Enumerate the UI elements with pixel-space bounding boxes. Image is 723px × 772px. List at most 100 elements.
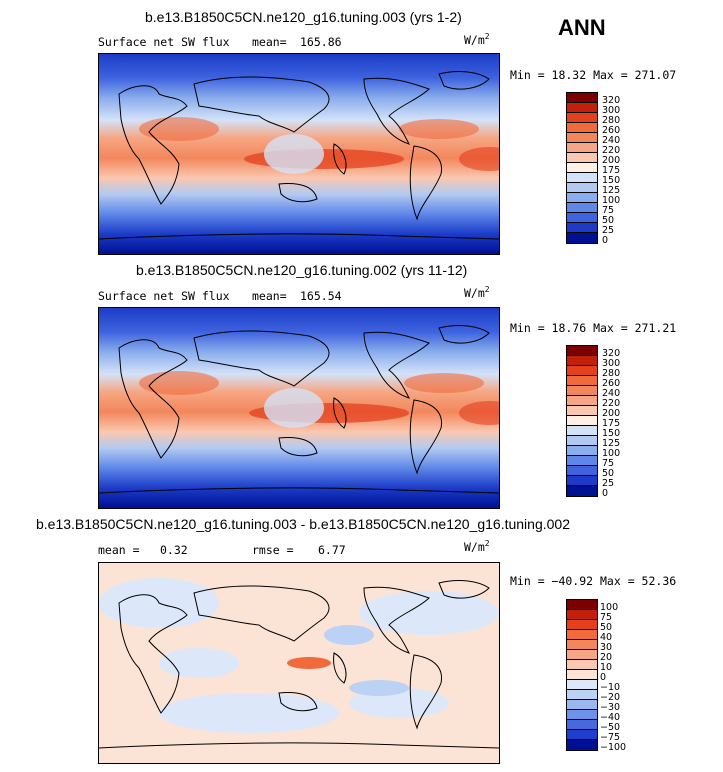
panel3-colorbar-swatch <box>567 600 597 610</box>
panel2-colorbar-swatch <box>567 416 597 426</box>
panel2-colorbar-label: 240 <box>602 388 621 399</box>
panel1-colorbar-label: 300 <box>602 105 621 116</box>
panel3-minmax: Min = −40.92 Max = 52.36 <box>510 574 677 588</box>
panel3-colorbar-swatch <box>567 730 597 740</box>
panel3-colorbar-label: −100 <box>600 742 627 753</box>
panel2-colorbar-swatch <box>567 456 597 466</box>
panel2-colorbar-label: 280 <box>602 368 621 379</box>
panel3-rmse-value: 6.77 <box>318 543 346 557</box>
panel2-colorbar-label: 50 <box>602 468 615 479</box>
panel3-colorbar-label: −20 <box>600 692 621 703</box>
panel1-colorbar-label: 200 <box>602 155 621 166</box>
panel1-colorbar-swatch <box>567 173 597 183</box>
panel1-colorbar-swatch <box>567 203 597 213</box>
panel2-minmax: Min = 18.76 Max = 271.21 <box>510 321 677 335</box>
panel2-colorbar-label: 300 <box>602 358 621 369</box>
panel1-colorbar-swatch <box>567 103 597 113</box>
panel1-mean-label: mean= <box>252 35 287 49</box>
panel1-colorbar-label: 175 <box>602 165 621 176</box>
panel2-mean-value: 165.54 <box>300 289 342 303</box>
panel1-colorbar-labels: 320 300 280 260 240 220 200 175 150 125 … <box>602 96 620 246</box>
panel3-colorbar-label: −10 <box>600 682 621 693</box>
panel1-colorbar-swatch <box>567 213 597 223</box>
panel3-colorbar <box>566 599 598 751</box>
panel1-colorbar-swatch <box>567 133 597 143</box>
panel2-colorbar-label: 320 <box>602 348 621 359</box>
panel2-colorbar-label: 220 <box>602 398 621 409</box>
panel1-colorbar-swatch <box>567 163 597 173</box>
panel1-variable-label: Surface net SW flux <box>98 35 230 49</box>
panel1-colorbar-swatch <box>567 193 597 203</box>
panel2-colorbar-swatch <box>567 466 597 476</box>
panel1-colorbar-label: 280 <box>602 115 621 126</box>
panel1-colorbar-label: 150 <box>602 175 621 186</box>
panel2-colorbar-swatch <box>567 386 597 396</box>
panel3-colorbar-swatch <box>567 630 597 640</box>
panel3-colorbar-label: 75 <box>600 612 613 623</box>
panel2-title: b.e13.B1850C5CN.ne120_g16.tuning.002 (yr… <box>136 262 468 278</box>
panel1-colorbar-swatch <box>567 153 597 163</box>
panel3-colorbar-label: 50 <box>600 622 613 633</box>
panel2-colorbar-label: 175 <box>602 418 621 429</box>
panel3-colorbar-labels: 100 75 50 40 30 20 10 0 −10 −20 −30 −40 … <box>600 603 626 753</box>
panel3-rmse-label: rmse = <box>252 543 294 557</box>
panel1-colorbar-label: 75 <box>602 205 615 216</box>
panel3-units: W/m2 <box>464 539 490 554</box>
panel2-units: W/m2 <box>464 285 490 300</box>
panel2-colorbar-swatch <box>567 396 597 406</box>
panel3-colorbar-swatch <box>567 720 597 730</box>
panel2-colorbar-label: 25 <box>602 478 615 489</box>
panel3-colorbar-swatch <box>567 660 597 670</box>
panel2-colorbar-label: 75 <box>602 458 615 469</box>
panel2-colorbar-swatch <box>567 426 597 436</box>
panel3-colorbar-label: −75 <box>600 732 621 743</box>
panel3-map <box>98 562 500 764</box>
panel3-colorbar-label: −30 <box>600 702 621 713</box>
panel1-colorbar-label: 260 <box>602 125 621 136</box>
panel3-colorbar-swatch <box>567 690 597 700</box>
season-label: ANN <box>558 15 606 40</box>
panel2-map <box>98 307 500 509</box>
panel3-colorbar-label: 10 <box>600 662 613 673</box>
panel2-colorbar <box>566 345 598 497</box>
panel2-mean-label: mean= <box>252 289 287 303</box>
panel3-colorbar-swatch <box>567 650 597 660</box>
panel2-colorbar-swatch <box>567 476 597 486</box>
panel3-colorbar-swatch <box>567 670 597 680</box>
panel2-colorbar-label: 200 <box>602 408 621 419</box>
panel3-title: b.e13.B1850C5CN.ne120_g16.tuning.003 - b… <box>36 516 570 532</box>
panel2-colorbar-label: 100 <box>602 448 621 459</box>
panel1-colorbar-label: 50 <box>602 215 615 226</box>
panel2-colorbar-labels: 320 300 280 260 240 220 200 175 150 125 … <box>602 349 620 499</box>
panel3-colorbar-label: 100 <box>600 602 619 613</box>
panel3-colorbar-label: 0 <box>600 672 607 683</box>
panel1-colorbar-swatch <box>567 233 597 243</box>
panel3-colorbar-swatch <box>567 740 597 750</box>
panel3-colorbar-swatch <box>567 610 597 620</box>
panel2-colorbar-swatch <box>567 406 597 416</box>
panel2-colorbar-swatch <box>567 446 597 456</box>
panel1-mean-value: 165.86 <box>300 35 342 49</box>
panel1-title: b.e13.B1850C5CN.ne120_g16.tuning.003 (yr… <box>145 9 462 25</box>
panel3-colorbar-label: −50 <box>600 722 621 733</box>
panel2-colorbar-swatch <box>567 436 597 446</box>
panel2-colorbar-label: 0 <box>602 488 609 499</box>
panel3-colorbar-label: 30 <box>600 642 613 653</box>
panel1-colorbar-swatch <box>567 123 597 133</box>
panel2-colorbar-swatch <box>567 376 597 386</box>
panel1-colorbar-swatch <box>567 183 597 193</box>
panel1-units: W/m2 <box>464 32 490 47</box>
panel1-colorbar-label: 25 <box>602 225 615 236</box>
panel1-colorbar-swatch <box>567 223 597 233</box>
panel3-mean-value: 0.32 <box>160 543 188 557</box>
panel1-colorbar-swatch <box>567 113 597 123</box>
panel2-colorbar-swatch <box>567 366 597 376</box>
panel1-colorbar-swatch <box>567 143 597 153</box>
panel3-colorbar-swatch <box>567 680 597 690</box>
panel2-colorbar-swatch <box>567 486 597 496</box>
panel3-colorbar-swatch <box>567 620 597 630</box>
panel3-mean-label: mean = <box>98 543 140 557</box>
panel1-colorbar <box>566 92 598 244</box>
panel1-colorbar-swatch <box>567 93 597 103</box>
panel3-colorbar-label: 40 <box>600 632 613 643</box>
